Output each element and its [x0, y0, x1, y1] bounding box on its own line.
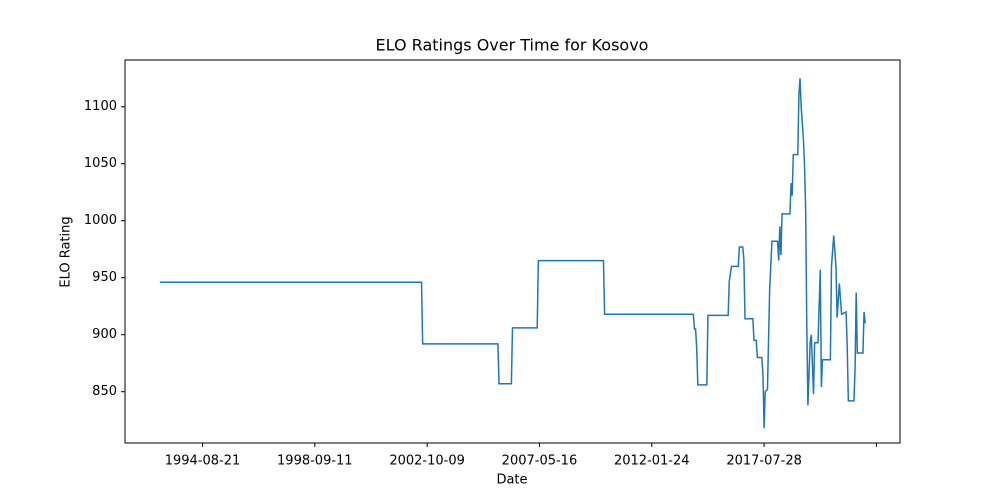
x-tick-label: 2002-10-09: [389, 454, 465, 469]
y-tick-label: 900: [92, 327, 117, 342]
x-tick-label: 2012-01-24: [614, 454, 690, 469]
y-tick-label: 850: [92, 384, 117, 399]
y-tick-label: 950: [92, 270, 117, 285]
plot-frame: [124, 59, 901, 444]
chart-title: ELO Ratings Over Time for Kosovo: [376, 36, 649, 55]
line-series: [159, 78, 866, 429]
y-axis-label: ELO Rating: [59, 216, 74, 287]
y-tick-label: 1100: [84, 99, 117, 114]
x-tick-label: 2017-07-28: [726, 454, 802, 469]
y-tick-label: 1000: [84, 213, 117, 228]
x-tick-label: 1994-08-21: [165, 454, 241, 469]
x-tick-label: 1998-09-11: [277, 454, 353, 469]
x-axis-label: Date: [496, 473, 527, 488]
x-tick-label: 2007-05-16: [502, 454, 578, 469]
y-tick-label: 1050: [84, 156, 117, 171]
